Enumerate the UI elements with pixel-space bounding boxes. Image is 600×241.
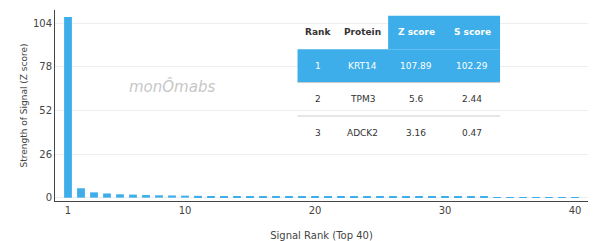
svg-text:26: 26 bbox=[39, 149, 52, 160]
svg-text:3.16: 3.16 bbox=[406, 128, 426, 138]
svg-text:0.47: 0.47 bbox=[462, 128, 482, 138]
svg-text:30: 30 bbox=[439, 205, 452, 216]
svg-text:TPM3: TPM3 bbox=[350, 94, 375, 104]
svg-text:2: 2 bbox=[315, 94, 321, 104]
svg-text:78: 78 bbox=[39, 61, 52, 72]
svg-text:1: 1 bbox=[65, 205, 71, 216]
svg-text:ADCK2: ADCK2 bbox=[347, 128, 378, 138]
svg-text:52: 52 bbox=[39, 105, 52, 116]
svg-text:102.29: 102.29 bbox=[456, 61, 488, 71]
svg-text:20: 20 bbox=[309, 205, 322, 216]
svg-text:3: 3 bbox=[315, 128, 321, 138]
svg-text:monÔmabs: monÔmabs bbox=[129, 77, 215, 96]
svg-text:KRT14: KRT14 bbox=[348, 61, 377, 71]
svg-text:Strength of Signal (Z score): Strength of Signal (Z score) bbox=[19, 43, 29, 167]
svg-text:5.6: 5.6 bbox=[409, 94, 424, 104]
svg-text:40: 40 bbox=[569, 205, 582, 216]
svg-text:Signal Rank (Top 40): Signal Rank (Top 40) bbox=[270, 230, 373, 241]
svg-text:107.89: 107.89 bbox=[400, 61, 432, 71]
svg-text:Rank: Rank bbox=[305, 27, 331, 37]
svg-text:2.44: 2.44 bbox=[462, 94, 482, 104]
svg-text:0: 0 bbox=[46, 192, 52, 203]
svg-text:Z score: Z score bbox=[398, 27, 435, 37]
svg-text:10: 10 bbox=[179, 205, 192, 216]
svg-text:Protein: Protein bbox=[344, 27, 381, 37]
svg-text:104: 104 bbox=[33, 18, 52, 29]
svg-text:S score: S score bbox=[454, 27, 491, 37]
svg-text:1: 1 bbox=[315, 61, 321, 71]
